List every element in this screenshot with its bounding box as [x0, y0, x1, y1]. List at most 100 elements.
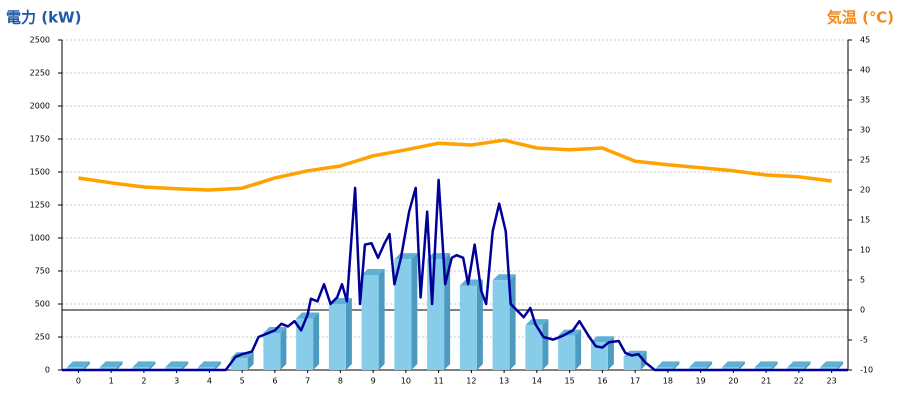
x-tick-label: 15 — [565, 377, 575, 386]
bar-side — [575, 329, 582, 370]
y2-tick-label: 10 — [860, 246, 870, 255]
y-tick-label: 500 — [35, 300, 50, 309]
x-tick-label: 20 — [728, 377, 738, 386]
bar — [361, 274, 379, 370]
bar-side — [673, 361, 680, 370]
bar-top — [721, 361, 745, 368]
x-tick-label: 11 — [434, 377, 444, 386]
bar-top — [361, 268, 385, 275]
bar-top — [99, 361, 123, 368]
bar-top — [590, 336, 614, 343]
bar — [263, 333, 281, 370]
y2-tick-label: -5 — [860, 336, 868, 345]
bar — [459, 285, 477, 370]
y-tick-label: 2250 — [30, 69, 50, 78]
y2-tick-label: 5 — [860, 276, 865, 285]
bar-top — [787, 361, 811, 368]
x-tick-label: 17 — [630, 377, 640, 386]
x-tick-label: 21 — [761, 377, 771, 386]
bar-top — [820, 361, 844, 368]
bar-side — [313, 312, 320, 370]
bar — [623, 356, 641, 370]
bar — [66, 367, 84, 370]
bar — [230, 358, 248, 370]
line — [78, 138, 832, 192]
bar-top — [689, 361, 713, 368]
x-tick-label: 2 — [141, 377, 146, 386]
x-tick-label: 4 — [207, 377, 212, 386]
bar-side — [149, 361, 156, 370]
y-tick-label: 0 — [45, 366, 50, 375]
bar-side — [476, 279, 483, 370]
bar-side — [345, 298, 352, 370]
x-tick-label: 7 — [305, 377, 310, 386]
y-tick-label: 1750 — [30, 135, 50, 144]
bar-side — [247, 352, 254, 370]
bar-side — [280, 327, 287, 370]
x-tick-label: 19 — [696, 377, 706, 386]
y2-tick-label: 45 — [860, 36, 870, 45]
bar-side — [182, 361, 189, 370]
x-tick-label: 9 — [371, 377, 376, 386]
y-tick-label: 1250 — [30, 201, 50, 210]
bar — [590, 342, 608, 370]
y-tick-label: 1500 — [30, 168, 50, 177]
bar-top — [459, 279, 483, 286]
y2-tick-label: 15 — [860, 216, 870, 225]
x-tick-label: 10 — [401, 377, 411, 386]
x-tick-label: 3 — [174, 377, 179, 386]
bar-side — [116, 361, 123, 370]
bar-top — [754, 361, 778, 368]
bar — [820, 367, 838, 370]
y-tick-label: 250 — [35, 333, 50, 342]
bar-side — [738, 361, 745, 370]
x-tick-label: 1 — [109, 377, 114, 386]
y2-tick-label: -10 — [860, 366, 873, 375]
bar-top — [132, 361, 156, 368]
bar-top — [525, 319, 549, 326]
y2-tick-label: 0 — [860, 306, 865, 315]
bar-top — [66, 361, 90, 368]
bar — [558, 335, 576, 370]
x-tick-label: 12 — [466, 377, 476, 386]
y2-tick-label: 35 — [860, 96, 870, 105]
bar-side — [804, 361, 811, 370]
x-tick-label: 18 — [663, 377, 673, 386]
x-tick-label: 8 — [338, 377, 343, 386]
y-axis-title: 電力 (kW) — [6, 9, 81, 27]
x-tick-label: 14 — [532, 377, 542, 386]
bar-side — [411, 253, 418, 370]
bar-side — [214, 361, 221, 370]
bar — [689, 367, 707, 370]
line — [62, 178, 848, 372]
bar — [787, 367, 805, 370]
bar — [328, 304, 346, 370]
y-tick-label: 1000 — [30, 234, 50, 243]
bar — [394, 259, 412, 370]
bar — [132, 367, 150, 370]
y-tick-label: 2000 — [30, 102, 50, 111]
x-tick-label: 23 — [827, 377, 837, 386]
bar-side — [542, 319, 549, 370]
x-tick-label: 6 — [272, 377, 277, 386]
bar — [656, 367, 674, 370]
bar-side — [771, 361, 778, 370]
y-tick-label: 750 — [35, 267, 50, 276]
y2-axis-title: 気温 (℃) — [827, 9, 894, 27]
bar — [525, 325, 543, 370]
y2-tick-label: 30 — [860, 126, 870, 135]
y-tick-label: 2500 — [30, 36, 50, 45]
bar-top — [197, 361, 221, 368]
y2-tick-label: 20 — [860, 186, 870, 195]
bar — [99, 367, 117, 370]
bar — [754, 367, 772, 370]
bar-side — [607, 336, 614, 370]
bar-top — [656, 361, 680, 368]
bar-side — [83, 361, 90, 370]
bar-top — [165, 361, 189, 368]
x-tick-label: 16 — [597, 377, 607, 386]
x-tick-label: 5 — [240, 377, 245, 386]
y2-tick-label: 40 — [860, 66, 870, 75]
bar-side — [837, 361, 844, 370]
